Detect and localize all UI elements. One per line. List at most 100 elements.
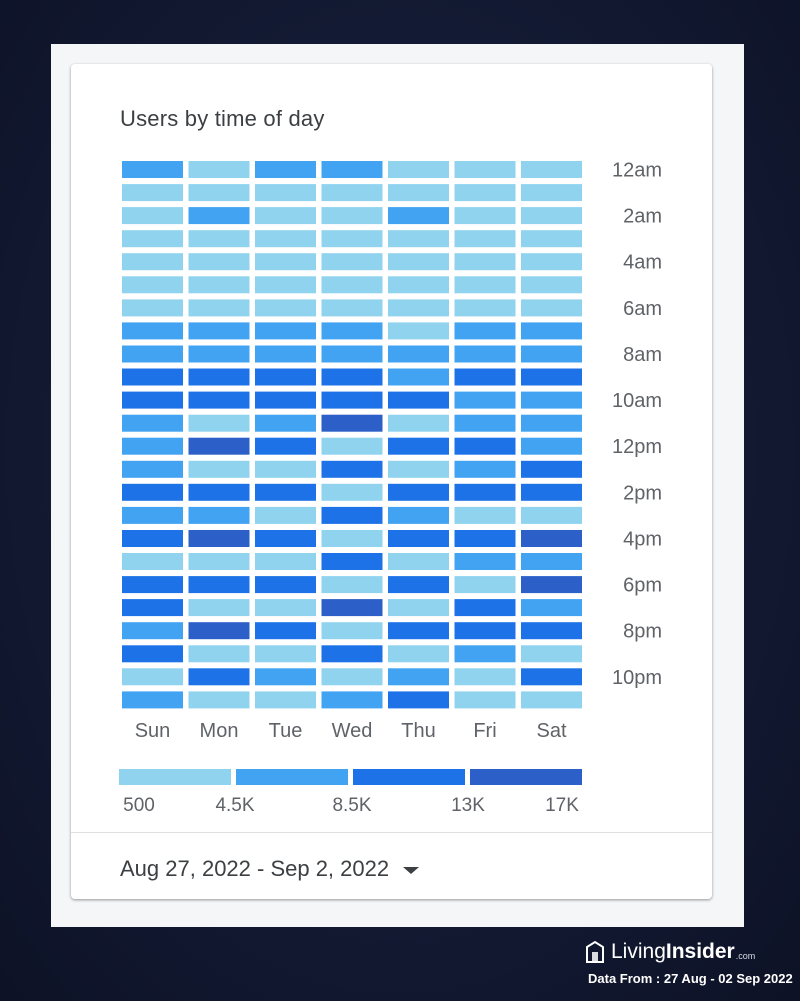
data-source-note: Data From : 27 Aug - 02 Sep 2022	[588, 971, 793, 986]
heatmap-cell	[521, 322, 582, 340]
heatmap-cell	[188, 460, 250, 478]
heatmap-cell	[521, 599, 582, 617]
hour-tick-label: 8am	[623, 344, 662, 366]
heatmap-cell	[521, 207, 582, 225]
hour-tick-label: 6am	[623, 298, 662, 320]
heatmap-cell	[521, 645, 582, 663]
legend-label: 500	[123, 795, 155, 816]
heatmap-cell	[122, 391, 183, 409]
heatmap-cell	[454, 230, 516, 248]
heatmap-cell	[388, 345, 449, 363]
heatmap-cell	[255, 483, 316, 501]
heatmap-cell	[321, 230, 383, 248]
heatmap-cell	[255, 414, 316, 432]
day-tick-label: Wed	[332, 720, 373, 742]
heatmap-cell	[388, 622, 449, 640]
heatmap-cell	[521, 161, 582, 178]
heatmap-cell	[454, 207, 516, 225]
heatmap-cell	[122, 414, 183, 432]
heatmap-cell	[321, 460, 383, 478]
heatmap-cell	[454, 645, 516, 663]
heatmap-cell	[122, 322, 183, 340]
heatmap-cell	[388, 483, 449, 501]
heatmap-cell	[255, 391, 316, 409]
heatmap-cell	[321, 184, 383, 202]
heatmap-cell	[255, 553, 316, 570]
heatmap-cell	[122, 483, 183, 501]
heatmap-cell	[321, 391, 383, 409]
heatmap-cell	[454, 506, 516, 524]
heatmap-cell	[188, 691, 250, 709]
legend-label: 17K	[545, 795, 579, 816]
day-tick-label: Mon	[200, 720, 239, 742]
heatmap-cell	[122, 276, 183, 294]
heatmap-cell	[321, 368, 383, 386]
heatmap-cell	[122, 253, 183, 271]
heatmap-cell	[188, 391, 250, 409]
heatmap-cell	[388, 576, 449, 594]
heatmap-cell	[122, 530, 183, 547]
heatmap-cell	[521, 668, 582, 686]
heatmap-cell	[454, 437, 516, 455]
heatmap-cell	[454, 368, 516, 386]
heatmap-cell	[255, 506, 316, 524]
legend-swatch	[470, 769, 582, 785]
heatmap-cell	[388, 322, 449, 340]
heatmap-cell	[188, 553, 250, 570]
day-tick-label: Thu	[401, 720, 435, 742]
date-range-label: Aug 27, 2022 - Sep 2, 2022	[120, 856, 390, 881]
heatmap-cell	[255, 668, 316, 686]
brand-name-light: Living	[611, 940, 666, 963]
building-logo-icon	[586, 940, 604, 963]
heatmap-cell	[255, 276, 316, 294]
hour-tick-label: 4am	[623, 252, 662, 274]
heatmap-cell	[255, 299, 316, 317]
heatmap-cell	[521, 184, 582, 202]
heatmap-cell	[188, 506, 250, 524]
heatmap-cell	[388, 207, 449, 225]
legend-swatch	[119, 769, 231, 785]
heatmap-cell	[122, 345, 183, 363]
heatmap-cell	[188, 207, 250, 225]
date-range-selector[interactable]: Aug 27, 2022 - Sep 2, 2022	[120, 854, 420, 884]
heatmap-cell	[122, 299, 183, 317]
heatmap-cell	[521, 460, 582, 478]
heatmap-cell	[321, 576, 383, 594]
heatmap-cell	[122, 599, 183, 617]
heatmap-cell	[122, 668, 183, 686]
heatmap-cell	[388, 530, 449, 547]
caret-down-icon	[403, 866, 420, 874]
brand-name-bold: Insider	[665, 940, 735, 963]
heatmap-cell	[521, 230, 582, 248]
heatmap-cell	[188, 299, 250, 317]
day-tick-label: Tue	[269, 720, 303, 742]
day-tick-label: Sat	[536, 720, 566, 742]
heatmap-cell	[188, 414, 250, 432]
heatmap-cell	[388, 368, 449, 386]
heatmap-cell	[122, 207, 183, 225]
heatmap-cell	[321, 506, 383, 524]
heatmap-cell	[454, 345, 516, 363]
heatmap-cell	[454, 161, 516, 178]
heatmap-cell	[321, 599, 383, 617]
legend-swatch	[353, 769, 465, 785]
heatmap-cell	[188, 368, 250, 386]
heatmap-cell	[388, 460, 449, 478]
heatmap-cell	[521, 391, 582, 409]
heatmap-cell	[321, 553, 383, 570]
heatmap-cell	[388, 230, 449, 248]
heatmap-cell	[388, 253, 449, 271]
heatmap-cell	[255, 253, 316, 271]
heatmap-cell	[521, 622, 582, 640]
heatmap-cell	[454, 599, 516, 617]
hour-tick-label: 10am	[612, 390, 662, 412]
legend-label: 4.5K	[215, 795, 254, 816]
heatmap-cell	[321, 276, 383, 294]
hour-tick-label: 12am	[612, 160, 662, 182]
day-tick-label: Fri	[473, 720, 496, 742]
legend-swatch	[236, 769, 348, 785]
heatmap-cell	[321, 437, 383, 455]
heatmap-cell	[188, 437, 250, 455]
heatmap-cell	[521, 414, 582, 432]
heatmap-cell	[255, 184, 316, 202]
